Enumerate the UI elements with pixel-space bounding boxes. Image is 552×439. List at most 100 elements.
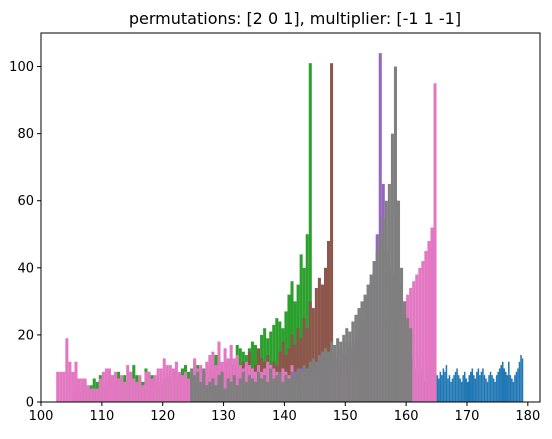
histogram-bar (492, 378, 495, 402)
histogram-bar (323, 348, 328, 402)
histogram-bar (211, 351, 215, 402)
histogram-bar (477, 368, 480, 402)
histogram-bar (482, 368, 484, 402)
histogram-bar (500, 365, 502, 402)
histogram-bar (269, 368, 273, 402)
histogram-bar (217, 375, 221, 402)
histogram-bar (494, 381, 496, 402)
histogram-bar (132, 378, 136, 402)
histogram-bar (308, 301, 312, 402)
histogram-bar (439, 371, 442, 402)
histogram-bar (471, 368, 474, 402)
y-tick-label: 80 (17, 127, 34, 142)
histogram-bar (424, 251, 428, 402)
histogram-bar (266, 381, 270, 402)
histogram-bar (327, 351, 331, 402)
histogram-series-1 (71, 63, 312, 402)
axes-layer: 100 110 120 130 140 150 160 170 180 0 20 40 60 80 100 (9, 32, 541, 424)
histogram-bar (138, 375, 142, 402)
histogram-bar (59, 371, 63, 402)
histogram-bar (305, 328, 309, 402)
histogram-bar (441, 375, 443, 402)
histogram-bar (302, 365, 306, 402)
histogram-bar (208, 355, 212, 402)
y-tick-label: 20 (17, 328, 34, 343)
histogram-bar (302, 318, 306, 402)
y-tick-label: 40 (17, 261, 34, 276)
chart-title: permutations: [2 0 1], multiplier: [-1 1… (129, 9, 461, 28)
histogram-bar (330, 341, 334, 402)
histogram-bar (495, 375, 498, 402)
histogram-bar (330, 63, 334, 402)
histogram-bar (360, 301, 364, 402)
histogram-bar (363, 294, 367, 402)
histogram-bar (520, 355, 522, 402)
histogram-bar (177, 371, 181, 402)
histogram-bar (120, 375, 124, 402)
histogram-bar (305, 234, 309, 402)
histogram-bar (378, 53, 382, 403)
histogram-bar (56, 371, 60, 402)
histogram-bar (117, 378, 121, 402)
x-tick-label: 140 (272, 409, 297, 424)
histogram-series-5 (190, 66, 413, 403)
histogram-bar (107, 368, 111, 402)
histogram-bar (491, 375, 493, 402)
histogram-bar (211, 378, 215, 402)
histogram-bar (474, 378, 477, 402)
histogram-bar (174, 361, 178, 402)
histogram-bar (272, 378, 276, 402)
histogram-bar (220, 371, 224, 402)
histogram-bar (448, 375, 451, 402)
histogram-bar (466, 381, 469, 402)
histogram-bar (232, 375, 236, 402)
histogram-bar (438, 378, 440, 402)
histogram-bar (129, 371, 133, 402)
histogram-bar (354, 314, 358, 402)
histogram-bar (459, 378, 461, 402)
histogram-bar (470, 371, 472, 402)
x-tick-label: 160 (394, 409, 419, 424)
histogram-bar (427, 240, 431, 402)
x-tick-label: 180 (515, 409, 540, 424)
histogram-bar (415, 274, 419, 402)
histogram-bar (436, 375, 439, 402)
histogram-bar (199, 381, 203, 402)
histogram-bar (205, 385, 209, 402)
histogram-bar (110, 375, 115, 402)
histogram-bar (196, 371, 200, 402)
histogram-bar (229, 381, 233, 402)
histogram-bar (296, 368, 300, 402)
histogram-bar (447, 378, 449, 402)
histogram-bar (253, 381, 258, 402)
histogram-bar (190, 368, 194, 402)
histogram-bar (430, 227, 434, 402)
histogram-bar (348, 331, 352, 402)
histogram-bar (150, 378, 154, 402)
histogram-bar (114, 371, 118, 402)
histogram-bar (284, 375, 288, 402)
histogram-bar (456, 368, 458, 402)
histogram-bar (486, 381, 489, 402)
histogram-bar (135, 381, 139, 402)
histogram-bar (275, 375, 279, 402)
histogram-bar (65, 338, 69, 402)
histogram-bar (488, 375, 490, 402)
histogram-bar (171, 368, 175, 402)
histogram-bar (517, 368, 519, 402)
histogram-bar (165, 365, 169, 402)
histogram-bar (400, 267, 404, 402)
histogram-bar (247, 375, 251, 402)
histogram-bar (68, 361, 72, 402)
x-tick-label: 130 (211, 409, 236, 424)
histogram-bar (369, 274, 373, 402)
histogram-bar (450, 381, 452, 402)
histogram-bar (293, 375, 297, 402)
histogram-bar (454, 371, 457, 402)
histogram-bar (104, 368, 108, 402)
histogram-bar (311, 308, 315, 402)
histogram-bar (518, 361, 521, 402)
histogram-bar (323, 267, 328, 402)
